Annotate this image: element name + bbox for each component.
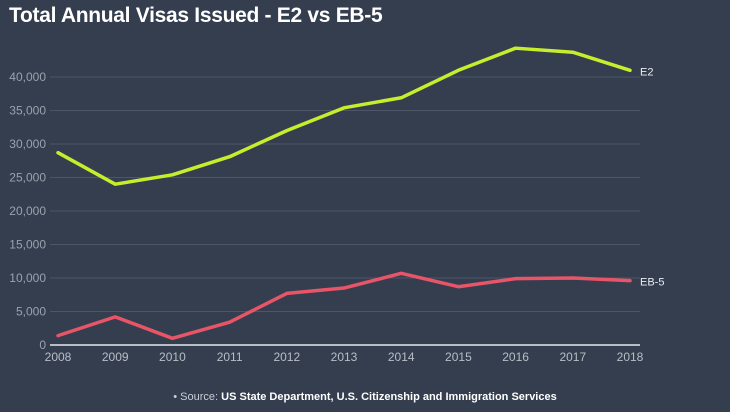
x-tick-label: 2012: [273, 350, 300, 364]
series-label: E2: [640, 66, 653, 78]
series-label: EB-5: [640, 277, 664, 289]
y-tick-label: 10,000: [9, 271, 46, 285]
source-note: • Source: US State Department, U.S. Citi…: [0, 391, 730, 403]
x-tick-label: 2015: [445, 350, 472, 364]
y-tick-label: 35,000: [9, 104, 46, 118]
series-line-eb-5: [56, 271, 632, 341]
x-tick-label: 2016: [502, 350, 529, 364]
y-tick-label: 30,000: [9, 137, 46, 151]
chart-title: Total Annual Visas Issued - E2 vs EB-5: [9, 4, 383, 27]
y-tick-label: 25,000: [9, 171, 46, 185]
y-tick-label: 5,000: [16, 305, 46, 319]
y-tick-label: 40,000: [9, 70, 46, 84]
x-tick-label: 2011: [217, 350, 243, 364]
y-tick-label: 15,000: [9, 238, 46, 252]
x-tick-label: 2008: [45, 350, 72, 364]
x-tick-label: 2009: [102, 350, 129, 364]
source-prefix: • Source:: [173, 391, 222, 403]
x-tick-label: 2014: [388, 350, 415, 364]
y-tick-label: 20,000: [9, 204, 46, 218]
x-tick-label: 2010: [159, 350, 186, 364]
source-text: US State Department, U.S. Citizenship an…: [221, 391, 557, 403]
y-tick-label: 0: [39, 338, 46, 352]
x-tick-label: 2018: [617, 350, 644, 364]
series-line-e2: [56, 46, 632, 186]
x-tick-label: 2013: [331, 350, 358, 364]
x-tick-label: 2017: [559, 350, 586, 364]
